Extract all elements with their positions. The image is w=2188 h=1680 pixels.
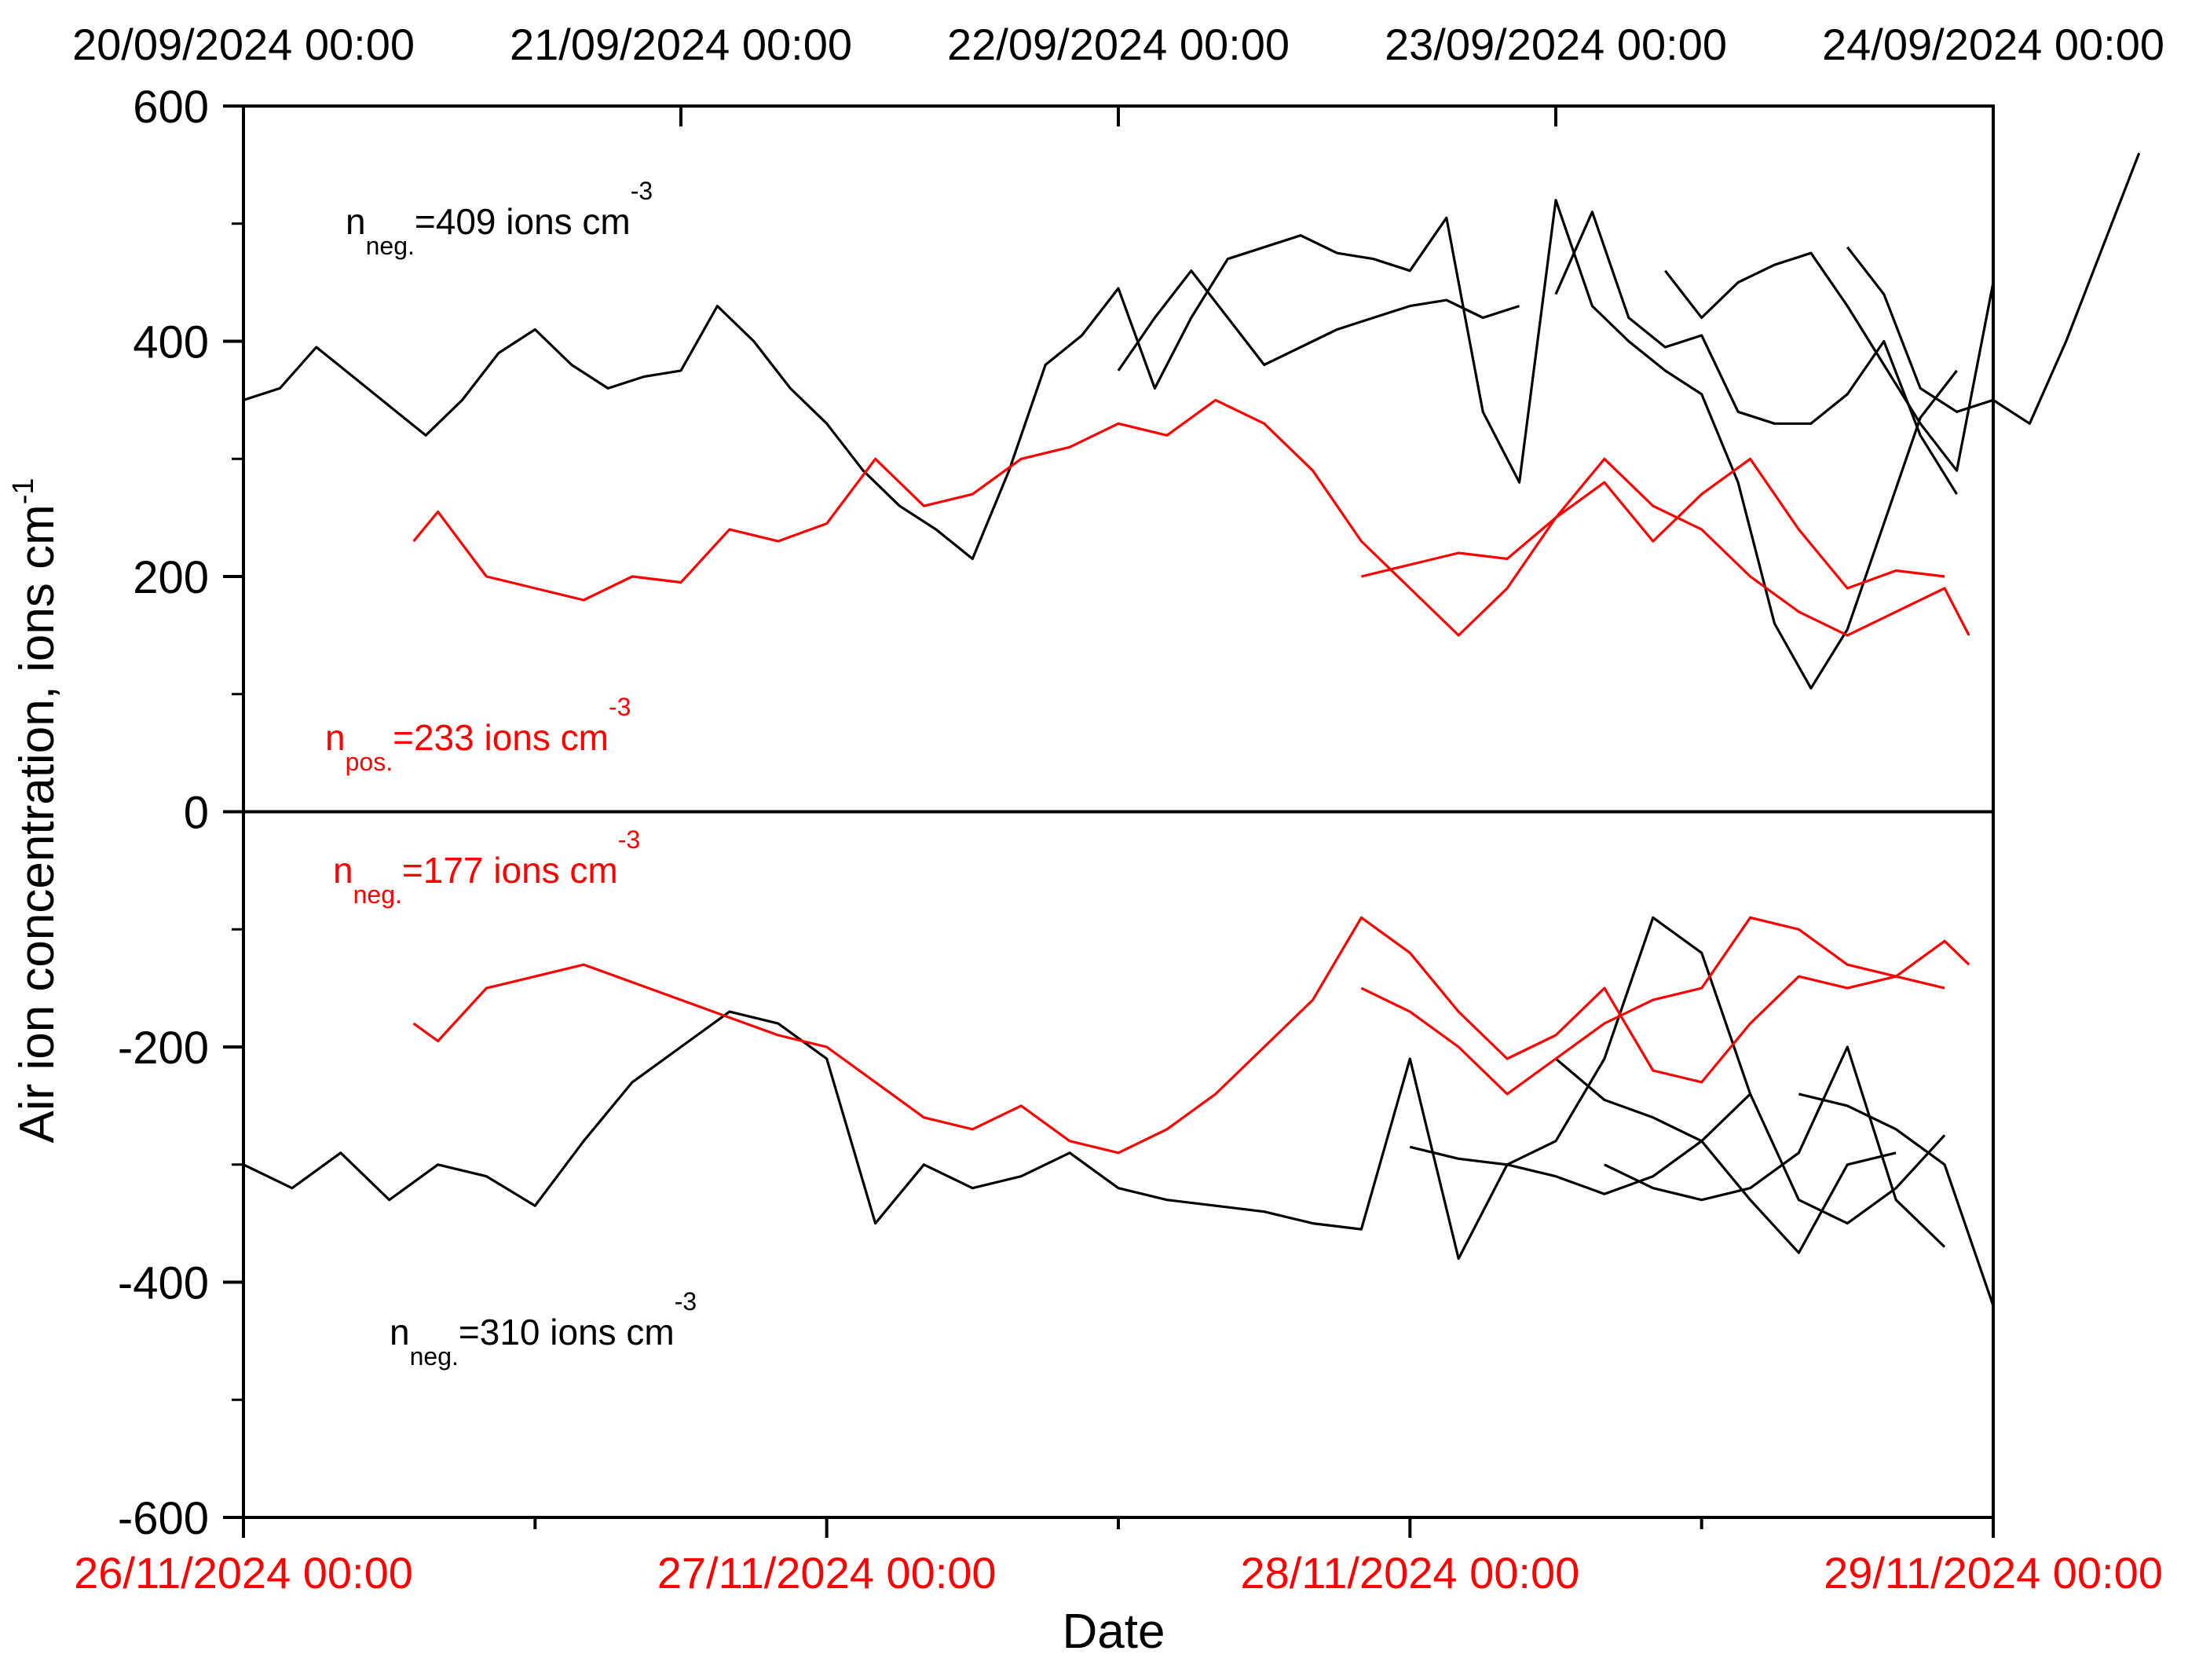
series-lines	[243, 152, 2141, 1307]
y-tick-label: 0	[184, 788, 209, 839]
series-line-1	[243, 916, 1946, 1261]
annotation-superscript: -3	[675, 1287, 697, 1316]
annotation-subscript: neg.	[366, 232, 415, 260]
y-tick-label: -600	[118, 1493, 209, 1544]
x-top-tick-label: 21/09/2024 00:00	[510, 20, 852, 69]
series-line-11	[1361, 457, 1970, 637]
annotation-ann_red_top: npos.=233 ions cm-3	[325, 693, 631, 776]
series-line-7	[1604, 1045, 1946, 1248]
series-line-9	[1798, 1093, 1995, 1307]
annotation-subscript: neg.	[410, 1342, 459, 1371]
y-tick-label: 600	[133, 82, 209, 133]
x-bottom-tick-label: 27/11/2024 00:00	[657, 1548, 997, 1598]
annotation-symbol: n	[325, 717, 346, 758]
x-top-tick-label: 22/09/2024 00:00	[947, 20, 1290, 69]
x-top-tick-label: 20/09/2024 00:00	[72, 20, 415, 69]
annotation-ann_black_bottom: nneg.=310 ions cm-3	[390, 1287, 697, 1371]
series-line-4	[1554, 210, 1958, 496]
annotation-text: =310 ions cm	[459, 1312, 675, 1352]
annotation-symbol: n	[390, 1312, 410, 1352]
x-bottom-tick-label: 26/11/2024 00:00	[74, 1548, 413, 1598]
annotation-text: =177 ions cm	[402, 850, 618, 891]
annotation-subscript: pos.	[346, 748, 393, 776]
x-axis-top: 20/09/2024 00:00 21/09/2024 00:00 22/09/20…	[72, 20, 2164, 126]
annotation-text: =409 ions cm	[415, 201, 631, 242]
series-line-10	[412, 398, 1945, 637]
x-bottom-tick-label: 29/11/2024 00:00	[1824, 1548, 2163, 1598]
x-top-tick-label: 23/09/2024 00:00	[1385, 20, 1727, 69]
annotation-ann_black_top: nneg.=409 ions cm-3	[346, 177, 653, 260]
annotation-superscript: -3	[631, 177, 653, 205]
y-axis-title: Air ion concentration, ions cm-1	[7, 478, 64, 1143]
series-line-13	[1360, 916, 1970, 1096]
x-top-tick-label: 24/09/2024 00:00	[1822, 20, 2164, 69]
y-tick-label: 400	[133, 317, 209, 368]
series-line-0	[243, 199, 1958, 690]
y-tick-label: -200	[118, 1023, 209, 1074]
annotation-superscript: -3	[618, 825, 640, 854]
y-axis-title-superscript: -1	[7, 478, 40, 504]
series-line-12	[412, 916, 1945, 1155]
y-tick-label: 200	[133, 552, 209, 603]
x-axis-title: Date	[1063, 1605, 1165, 1659]
x-axis-bottom: 26/11/2024 00:00 27/11/2024 00:00 28/11/20…	[74, 1517, 2163, 1598]
annotation-symbol: n	[333, 850, 353, 891]
y-axis: -600 -400 -200 0 200 400 600	[118, 82, 243, 1544]
series-line-6	[1664, 251, 1995, 472]
annotation-superscript: -3	[609, 693, 631, 721]
y-tick-label: -400	[118, 1258, 209, 1309]
annotation-symbol: n	[346, 201, 366, 242]
annotation-text: =233 ions cm	[393, 717, 609, 758]
x-bottom-tick-label: 28/11/2024 00:00	[1240, 1548, 1579, 1598]
y-axis-title-text: Air ion concentration, ions cm	[10, 504, 64, 1143]
svg-text:Air ion concentration, ions cm: Air ion concentration, ions cm-1	[7, 478, 64, 1143]
series-line-3	[1409, 1093, 1751, 1195]
series-line-2	[1117, 269, 1520, 372]
series-line-5	[1554, 1057, 1897, 1254]
annotation-subscript: neg.	[353, 880, 402, 909]
annotation-ann_red_bottom: nneg.=177 ions cm-3	[333, 825, 640, 909]
